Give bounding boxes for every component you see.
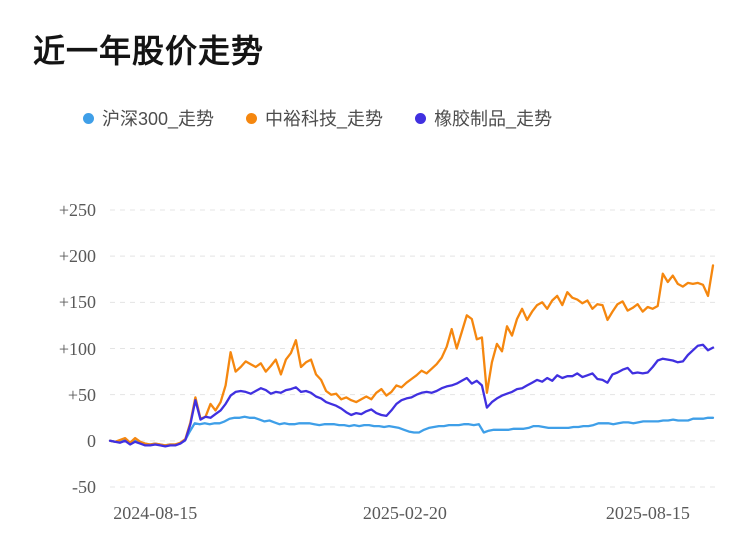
trend-chart-svg [108,209,715,488]
csi300-line [108,415,715,447]
y-tick-label: +200 [58,246,96,267]
legend-label: 沪深300_走势 [102,109,215,129]
rubber-products-line [108,343,715,448]
y-tick-label: +250 [58,200,96,220]
y-tick-label: 0 [87,430,96,451]
x-tick-label: 2024-08-15 [113,503,198,523]
legend-label: 中裕科技_走势 [265,109,384,129]
y-tick-label: +50 [67,384,96,405]
legend-item-rubber-products[interactable]: 橡胶制品_走势 [415,105,552,131]
chart-title: 近一年股价走势 [33,33,265,69]
legend-label: 橡胶制品_走势 [434,109,553,129]
legend-item-zhongyu-tech[interactable]: 中裕科技_走势 [246,105,383,131]
y-tick-label: -50 [72,477,96,497]
x-tick-label: 2025-02-20 [362,503,447,523]
legend-item-csi300[interactable]: 沪深300_走势 [83,105,214,131]
chart-legend: 沪深300_走势 中裕科技_走势 橡胶制品_走势 [83,105,552,131]
legend-dot-icon [415,112,427,124]
x-tick-label: 2025-08-15 [605,503,690,523]
y-tick-label: +100 [58,338,96,359]
legend-dot-icon [246,112,258,124]
y-tick-label: +150 [58,292,96,313]
zhongyu-tech-line [108,264,715,447]
legend-dot-icon [83,112,94,124]
